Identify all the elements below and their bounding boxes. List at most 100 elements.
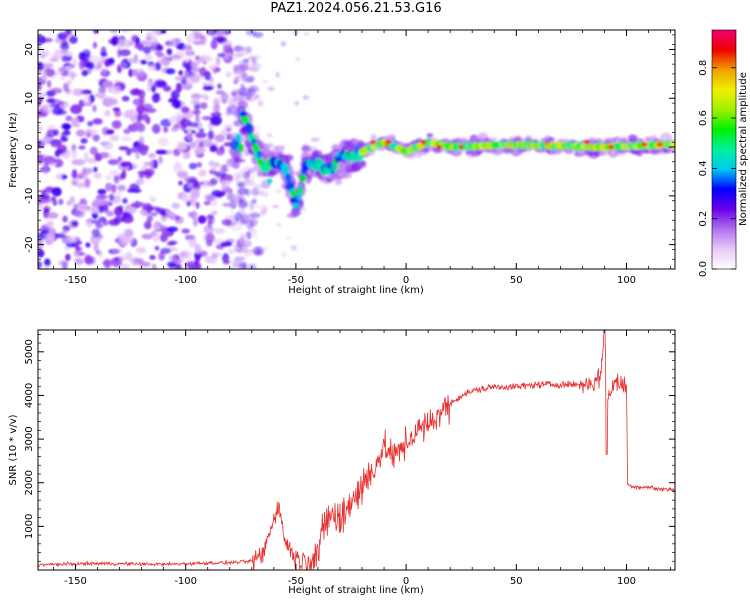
spectrogram-blob: [38, 156, 44, 164]
spectrogram-blob: [146, 82, 151, 92]
spectrogram-blob: [123, 228, 134, 237]
spectrogram-blob: [85, 242, 91, 248]
spectrogram-blob: [458, 145, 465, 150]
spectrogram-blob: [56, 109, 67, 115]
spectrogram-blob: [146, 215, 153, 223]
spectrogram-blob: [143, 45, 152, 55]
spectrogram-blob: [152, 225, 160, 230]
spectrogram-blob: [213, 97, 221, 106]
spectrogram-blob: [198, 169, 207, 178]
spectrogram-blob: [641, 142, 648, 147]
spectrogram-blob: [266, 178, 273, 185]
spectrogram-blob: [238, 64, 249, 72]
spectrogram-blob: [131, 121, 144, 131]
spectrogram-blob: [84, 128, 94, 138]
spectrogram-blob: [134, 43, 144, 50]
spectrogram-blob: [199, 102, 208, 110]
spectrogram-blob: [149, 196, 157, 203]
spectrogram-blob: [38, 125, 43, 132]
top-x-tick-label: -150: [64, 275, 87, 286]
spectrogram-blob: [297, 185, 304, 195]
spectrogram-blob: [244, 123, 253, 132]
spectrogram-blob: [38, 83, 42, 92]
spectrogram-blob: [50, 87, 63, 94]
spectrogram-blob: [155, 80, 167, 88]
spectrogram-blob: [49, 103, 60, 108]
spectrogram-blob: [203, 179, 208, 189]
spectrogram-blob: [141, 233, 153, 240]
spectrogram-blob: [133, 201, 146, 207]
spectrogram-blob: [281, 251, 287, 258]
spectrogram-blob: [211, 189, 224, 197]
top-x-tick-label: -100: [174, 275, 197, 286]
spectrogram-blob: [358, 140, 365, 148]
spectrogram-blob: [214, 134, 226, 143]
spectrogram-blob: [53, 142, 63, 147]
spectrogram-blob: [198, 250, 208, 258]
spectrogram-blob: [223, 123, 233, 129]
bottom-y-tick-label: 1000: [24, 514, 35, 539]
spectrogram-blob: [123, 128, 131, 135]
spectrogram-blob: [96, 251, 103, 257]
spectrogram-blob: [71, 149, 77, 160]
spectrogram-blob: [191, 210, 198, 221]
spectrogram-blob: [190, 99, 200, 105]
spectrogram-blob: [266, 133, 273, 138]
spectrogram-blob: [181, 193, 192, 203]
spectrogram-blob: [82, 94, 91, 105]
spectrogram-blob: [302, 95, 310, 100]
spectrogram-blob: [84, 255, 95, 265]
spectrogram-blob: [71, 169, 78, 180]
spectrogram-blob: [222, 44, 233, 54]
spectrogram-image: [38, 30, 675, 269]
spectrogram-blob: [248, 217, 258, 227]
spectrogram-blob: [233, 45, 244, 53]
spectrogram-blob: [118, 205, 124, 212]
spectrogram-blob: [89, 146, 98, 155]
spectrogram-blob: [250, 171, 256, 180]
spectrogram-blob: [118, 61, 127, 70]
spectrogram-blob: [146, 64, 156, 72]
spectrogram-blob: [68, 63, 74, 70]
spectrogram-blob: [370, 140, 377, 145]
spectrogram-blob: [105, 182, 113, 192]
spectrogram-blob: [210, 118, 222, 127]
spectrogram-blob: [253, 153, 260, 160]
spectrogram-blob: [38, 35, 46, 45]
spectrogram-blob: [138, 135, 145, 145]
spectrogram-blob: [90, 219, 101, 225]
spectrogram-blob: [195, 131, 207, 139]
spectrogram-blob: [292, 202, 299, 209]
spectrogram-blob: [38, 92, 47, 99]
spectrogram-blob: [199, 35, 206, 41]
spectrogram-blob: [241, 262, 248, 269]
spectrogram-blob: [82, 167, 87, 176]
spectrogram-blob: [71, 220, 79, 227]
spectrogram-blob: [81, 70, 89, 77]
spectrogram-blob: [290, 244, 298, 251]
spectrogram-blob: [43, 206, 51, 213]
spectrogram-blob: [229, 257, 239, 264]
spectrogram-blob: [188, 162, 198, 170]
spectrogram-blob: [60, 50, 68, 55]
spectrogram-blob: [226, 192, 236, 201]
spectrogram-blob: [70, 178, 79, 186]
colorbar-tick-label: 0.2: [698, 211, 709, 227]
spectrogram-blob: [583, 140, 590, 145]
spectrogram-blob: [65, 253, 71, 262]
spectrogram-blob: [174, 111, 183, 121]
spectrogram-blob: [46, 98, 56, 104]
spectrogram-blob: [185, 33, 195, 44]
spectrogram-blob: [59, 41, 70, 52]
top-x-tick-label: -50: [288, 275, 304, 286]
spectrogram-blob: [290, 209, 301, 217]
top-x-axis-label: Height of straight line (km): [288, 285, 424, 296]
spectrogram-blob: [41, 37, 53, 43]
spectrogram-blob: [62, 236, 75, 244]
colorbar: [712, 30, 736, 269]
spectrogram-blob: [100, 46, 107, 56]
spectrogram-blob: [99, 151, 110, 159]
spectrogram-blob: [119, 263, 131, 269]
spectrogram-blob: [275, 71, 280, 78]
spectrogram-blob: [209, 144, 218, 153]
